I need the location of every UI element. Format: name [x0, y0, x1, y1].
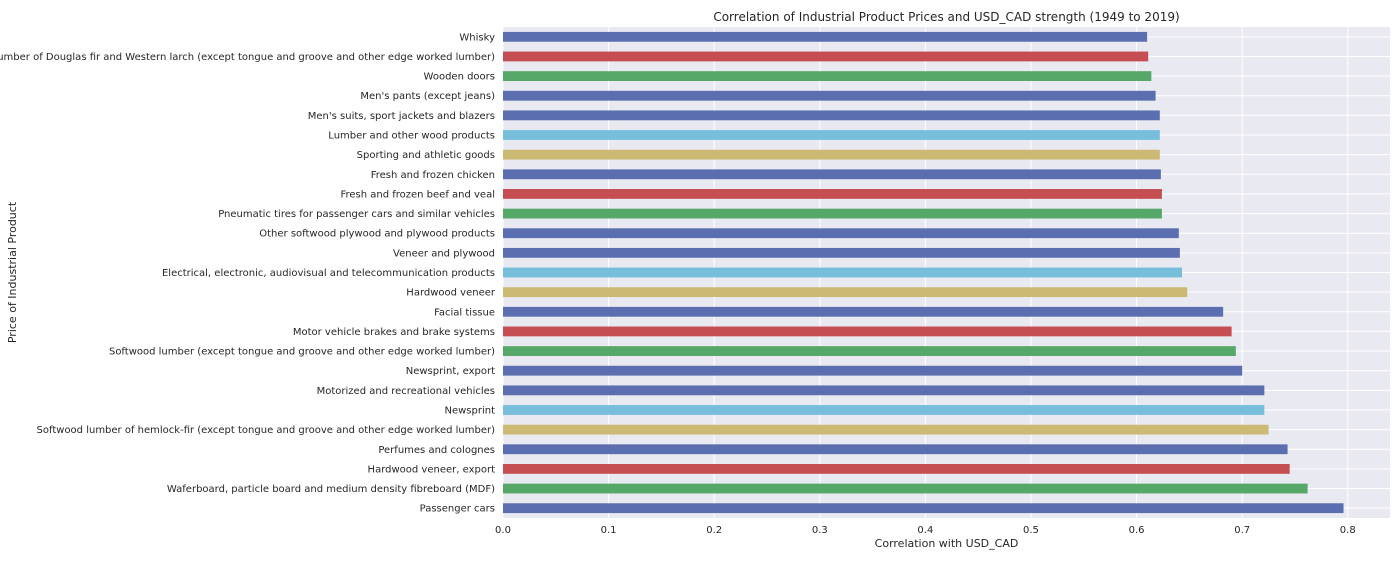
bar	[503, 326, 1232, 337]
category-label: Wooden doors	[424, 72, 495, 83]
bar	[503, 228, 1179, 239]
bar	[503, 503, 1344, 514]
x-tick-label: 0.0	[495, 525, 511, 536]
category-label: Passenger cars	[420, 504, 495, 515]
bar	[503, 405, 1265, 415]
x-tick-label: 0.6	[1129, 525, 1145, 536]
bar	[503, 424, 1269, 435]
bar	[503, 31, 1148, 42]
bar	[503, 169, 1161, 180]
bar	[503, 463, 1290, 474]
bar	[503, 110, 1160, 121]
bar	[503, 208, 1162, 219]
category-label: Veneer and plywood	[393, 248, 495, 259]
category-label: Men's suits, sport jackets and blazers	[308, 111, 495, 122]
bar	[503, 51, 1149, 62]
category-label: Newsprint	[444, 405, 495, 416]
x-tick-label: 0.3	[812, 525, 828, 536]
bar	[503, 444, 1288, 455]
category-label: Whisky	[459, 32, 495, 43]
x-axis-label: Correlation with USD_CAD	[875, 537, 1019, 550]
category-label: Softwood lumber (except tongue and groov…	[109, 347, 495, 358]
bar	[503, 365, 1243, 376]
category-label: Sporting and athletic goods	[357, 150, 495, 161]
x-tick-label: 0.1	[601, 525, 617, 536]
bars	[503, 31, 1344, 514]
bar	[503, 346, 1236, 356]
bar	[503, 483, 1308, 494]
bar	[503, 189, 1162, 199]
category-label: Electrical, electronic, audiovisual and …	[162, 268, 495, 279]
bar	[503, 149, 1160, 160]
category-label: Fresh and frozen beef and veal	[340, 189, 495, 200]
category-label: Hardwood veneer	[406, 288, 496, 299]
bar	[503, 385, 1265, 396]
x-tick-label: 0.8	[1340, 525, 1356, 536]
x-tick-labels: 0.0 0.1 0.2 0.3 0.4 0.5 0.6 0.7 0.8	[495, 525, 1356, 536]
category-labels: Whisky Softwood lumber of Douglas fir and…	[0, 32, 496, 514]
bar	[503, 267, 1182, 278]
x-tick-label: 0.7	[1234, 525, 1250, 536]
category-label: Waferboard, particle board and medium de…	[167, 484, 495, 495]
category-label: Facial tissue	[434, 307, 495, 318]
bar	[503, 247, 1180, 258]
bar	[503, 130, 1160, 140]
bar	[503, 90, 1156, 101]
bar	[503, 287, 1188, 298]
x-tick-label: 0.4	[917, 525, 933, 536]
chart-title: Correlation of Industrial Product Prices…	[713, 10, 1179, 24]
y-axis-label: Price of Industrial Product	[6, 201, 19, 343]
category-label: Pneumatic tires for passenger cars and s…	[218, 209, 495, 220]
category-label: Newsprint, export	[406, 366, 495, 377]
category-label: Motor vehicle brakes and brake systems	[293, 327, 495, 338]
category-label: Lumber and other wood products	[328, 131, 495, 142]
bar	[503, 306, 1224, 317]
category-label: Hardwood veneer, export	[368, 464, 496, 475]
category-label: Men's pants (except jeans)	[360, 91, 495, 102]
category-label: Motorized and recreational vehicles	[317, 386, 495, 397]
category-label: Perfumes and colognes	[378, 445, 495, 456]
category-label: Other softwood plywood and plywood produ…	[259, 229, 495, 240]
x-tick-label: 0.5	[1023, 525, 1039, 536]
category-label: Softwood lumber of Douglas fir and Weste…	[0, 52, 495, 63]
category-label: Fresh and frozen chicken	[371, 170, 495, 181]
category-label: Softwood lumber of hemlock-fir (except t…	[37, 425, 496, 436]
bar	[503, 71, 1152, 82]
x-tick-label: 0.2	[706, 525, 722, 536]
